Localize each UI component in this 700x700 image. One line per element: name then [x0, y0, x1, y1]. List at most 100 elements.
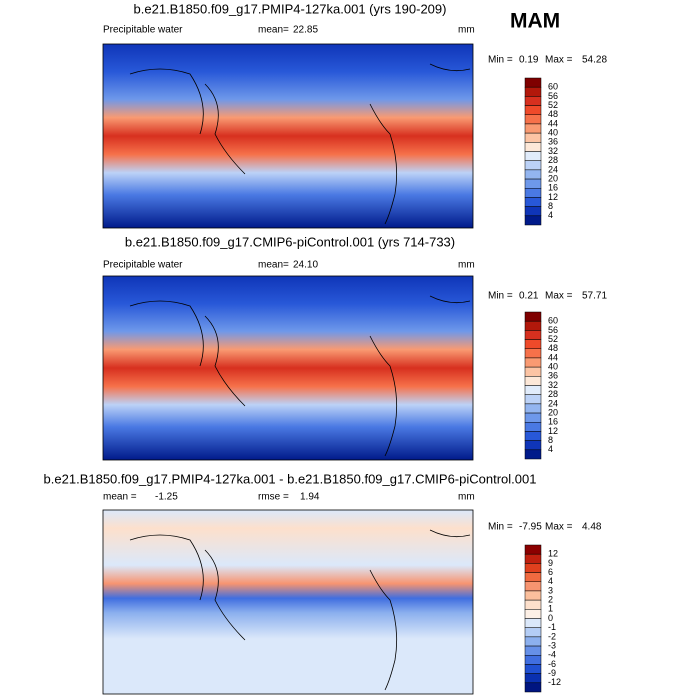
- colorbar-box: [524, 151, 542, 161]
- colorbar-box: [524, 330, 542, 340]
- colorbar-label: 2: [548, 595, 553, 605]
- colorbar-label: 4: [548, 444, 553, 454]
- colorbar-box: [524, 627, 542, 638]
- min-label: Min =: [488, 291, 513, 302]
- units: mm: [458, 25, 475, 36]
- colorbar-label: 3: [548, 585, 553, 595]
- colorbar-box: [524, 348, 542, 359]
- colorbar-box: [524, 123, 542, 134]
- panel-title: b.e21.B1850.f09_g17.PMIP4-127ka.001 - b.…: [44, 471, 537, 486]
- colorbar-label: 44: [548, 118, 558, 128]
- stat-value: -1.25: [155, 492, 178, 503]
- colorbar-label: 8: [548, 435, 553, 445]
- variable-label: Precipitable water: [103, 25, 183, 36]
- colorbar-box: [524, 563, 542, 573]
- colorbar-box: [524, 431, 542, 441]
- season-label: MAM: [510, 10, 560, 33]
- stat-value: 22.85: [293, 25, 318, 36]
- colorbar-label: 36: [548, 371, 558, 381]
- colorbar-label: 16: [548, 183, 558, 193]
- coastline: [129, 529, 471, 691]
- min-value: 0.21: [519, 291, 539, 302]
- colorbar-label: 36: [548, 137, 558, 147]
- stat-value: 1.94: [300, 492, 320, 503]
- colorbar-label: -3: [548, 640, 556, 650]
- colorbar-box: [524, 655, 542, 665]
- stat-label: mean=: [258, 25, 289, 36]
- max-value: 4.48: [582, 522, 602, 533]
- colorbar-box: [524, 178, 542, 189]
- colorbar-label: -6: [548, 659, 556, 669]
- colorbar-label: 52: [548, 100, 558, 110]
- variable-label: Precipitable water: [103, 260, 183, 271]
- colorbar-label: 32: [548, 380, 558, 390]
- colorbar-box: [524, 188, 542, 198]
- colorbar-box: [524, 105, 542, 115]
- colorbar-box: [524, 339, 542, 349]
- colorbar-label: 1: [548, 604, 553, 614]
- colorbar-box: [524, 581, 542, 592]
- colorbar-box: [524, 673, 542, 684]
- max-label: Max =: [545, 291, 573, 302]
- colorbar-label: -4: [548, 650, 556, 660]
- colorbar-box: [524, 590, 542, 601]
- colorbar-box: [524, 357, 542, 368]
- colorbar-label: 20: [548, 173, 558, 183]
- colorbar-label: 56: [548, 91, 558, 101]
- colorbar-box: [524, 572, 542, 582]
- colorbar-box: [524, 160, 542, 171]
- colorbar-label: 6: [548, 567, 553, 577]
- colorbar-label: 8: [548, 201, 553, 211]
- colorbar-box: [524, 206, 542, 217]
- colorbar-label: 40: [548, 362, 558, 372]
- colorbar-label: 0: [548, 613, 553, 623]
- colorbar-box: [524, 385, 542, 395]
- colorbar-label: 4: [548, 576, 553, 586]
- colorbar-label: -1: [548, 622, 556, 632]
- colorbar-label: 60: [548, 82, 558, 92]
- coastline: [129, 63, 471, 225]
- colorbar-label: 4: [548, 210, 553, 220]
- colorbar-box: [524, 197, 542, 207]
- colorbar-box: [524, 618, 542, 628]
- colorbar-label: 48: [548, 343, 558, 353]
- colorbar-box: [524, 114, 542, 125]
- units: mm: [458, 492, 475, 503]
- colorbar-box: [524, 645, 542, 656]
- colorbar-label: 60: [548, 316, 558, 326]
- colorbar-box: [524, 320, 542, 331]
- min-label: Min =: [488, 522, 513, 533]
- map: [102, 509, 474, 695]
- max-value: 57.71: [582, 291, 607, 302]
- colorbar-label: -2: [548, 631, 556, 641]
- colorbar-box: [524, 403, 542, 414]
- colorbar-box: [524, 215, 542, 226]
- colorbar-box: [524, 440, 542, 451]
- colorbar-box: [524, 132, 542, 143]
- panel-title: b.e21.B1850.f09_g17.CMIP6-piControl.001 …: [125, 234, 455, 249]
- colorbar-label: 12: [548, 426, 558, 436]
- colorbar-box: [524, 77, 542, 88]
- max-value: 54.28: [582, 55, 607, 66]
- colorbar-box: [524, 609, 542, 619]
- min-value: -7.95: [519, 522, 542, 533]
- colorbar-label: -12: [548, 677, 561, 687]
- colorbar-label: 40: [548, 128, 558, 138]
- colorbar-label: 24: [548, 164, 558, 174]
- colorbar-box: [524, 376, 542, 386]
- stat-value: 24.10: [293, 260, 318, 271]
- min-label: Min =: [488, 55, 513, 66]
- colorbar-label: 24: [548, 398, 558, 408]
- stat-label: mean =: [103, 492, 137, 503]
- colorbar-box: [524, 682, 542, 693]
- colorbar-box: [524, 86, 542, 97]
- colorbar-box: [524, 664, 542, 674]
- stat-label: rmse =: [258, 492, 289, 503]
- panel-title: b.e21.B1850.f09_g17.PMIP4-127ka.001 (yrs…: [134, 1, 447, 16]
- colorbar-box: [524, 96, 542, 106]
- colorbar-label: -9: [548, 668, 556, 678]
- colorbar-box: [524, 599, 542, 610]
- colorbar-box: [524, 544, 542, 555]
- coastline: [129, 295, 471, 457]
